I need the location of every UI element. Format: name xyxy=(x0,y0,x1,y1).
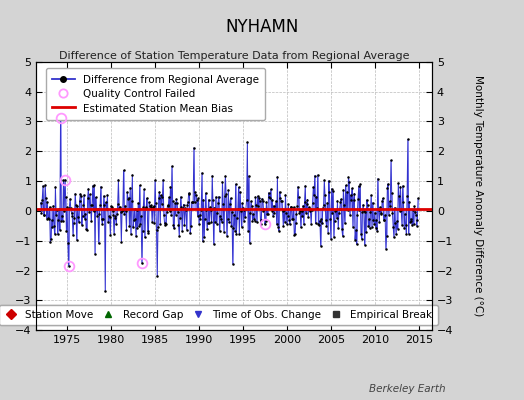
Text: Berkeley Earth: Berkeley Earth xyxy=(369,384,445,394)
Y-axis label: Monthly Temperature Anomaly Difference (°C): Monthly Temperature Anomaly Difference (… xyxy=(473,75,483,316)
Legend: Station Move, Record Gap, Time of Obs. Change, Empirical Break: Station Move, Record Gap, Time of Obs. C… xyxy=(0,304,438,325)
Text: NYHAMN: NYHAMN xyxy=(225,18,299,36)
Title: Difference of Station Temperature Data from Regional Average: Difference of Station Temperature Data f… xyxy=(59,51,409,61)
